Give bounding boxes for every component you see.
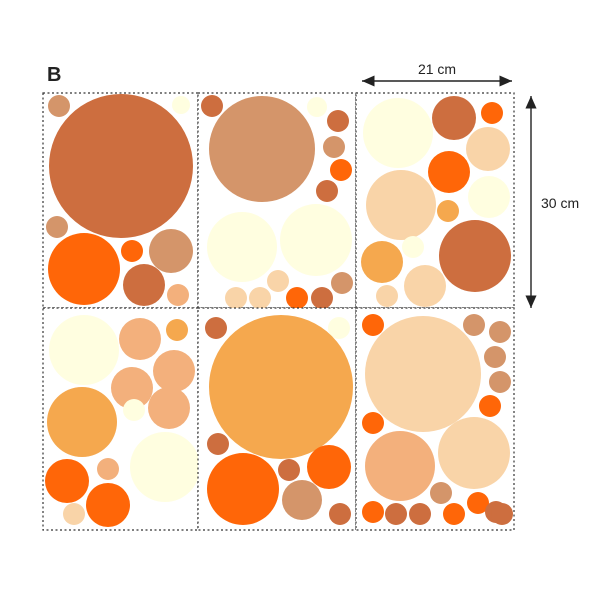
polka-dot-amber: [361, 241, 403, 283]
polka-dot-orange: [286, 287, 308, 309]
polka-dot-salmon: [111, 367, 153, 409]
sticker-sheet-bottom-middle: [197, 307, 357, 531]
polka-dot-amber: [437, 200, 459, 222]
polka-dot-salmon: [119, 318, 161, 360]
polka-dot-orange: [467, 492, 489, 514]
polka-dot-cream: [130, 432, 200, 502]
polka-dot-peach: [249, 287, 271, 309]
polka-dot-salmon: [365, 431, 435, 501]
polka-dot-orange: [362, 314, 384, 336]
polka-dot-orange: [428, 151, 470, 193]
polka-dot-rust: [439, 220, 511, 292]
polka-dot-tan: [48, 95, 70, 117]
polka-dot-rust: [385, 503, 407, 525]
polka-dot-tan: [489, 321, 511, 343]
polka-dot-peach: [466, 127, 510, 171]
polka-dot-rust: [327, 110, 349, 132]
width-dimension-label: 21 cm: [418, 61, 456, 77]
polka-dot-orange: [481, 102, 503, 124]
polka-dot-orange: [86, 483, 130, 527]
polka-dot-amber: [209, 315, 353, 459]
polka-dot-orange: [362, 412, 384, 434]
polka-dot-rust: [329, 503, 351, 525]
polka-dot-peach: [404, 265, 446, 307]
polka-dot-cream: [468, 176, 510, 218]
polka-dot-cream: [49, 315, 119, 385]
panel-label: B: [47, 64, 61, 86]
polka-dot-peach: [376, 285, 398, 307]
sticker-sheet-top-left: [42, 92, 199, 309]
polka-dot-cream: [307, 97, 327, 117]
polka-dot-peach: [366, 170, 436, 240]
polka-dot-rust: [207, 433, 229, 455]
polka-dot-rust: [49, 94, 193, 238]
polka-dot-salmon: [148, 387, 190, 429]
polka-dot-tan: [282, 480, 322, 520]
polka-dot-tan: [46, 216, 68, 238]
polka-dot-rust: [432, 96, 476, 140]
polka-dot-orange: [45, 459, 89, 503]
sticker-sheet-top-right: [355, 92, 515, 309]
polka-dot-tan: [331, 272, 353, 294]
polka-dot-cream: [328, 317, 350, 339]
polka-dot-peach: [365, 316, 481, 432]
polka-dot-cream: [172, 96, 190, 114]
polka-dot-salmon: [167, 284, 189, 306]
polka-dot-tan: [463, 314, 485, 336]
polka-dot-rust: [205, 317, 227, 339]
polka-dot-peach: [225, 287, 247, 309]
polka-dot-orange: [479, 395, 501, 417]
polka-dot-rust: [316, 180, 338, 202]
polka-dot-rust: [491, 503, 513, 525]
polka-dot-peach: [438, 417, 510, 489]
polka-dot-tan: [484, 346, 506, 368]
polka-dot-amber: [166, 319, 188, 341]
polka-dot-rust: [201, 95, 223, 117]
polka-dot-orange: [443, 503, 465, 525]
polka-dot-tan: [430, 482, 452, 504]
polka-dot-orange: [330, 159, 352, 181]
polka-dot-rust: [123, 264, 165, 306]
polka-dot-orange: [121, 240, 143, 262]
polka-dot-cream: [402, 236, 424, 258]
polka-dot-tan: [149, 229, 193, 273]
polka-dot-rust: [409, 503, 431, 525]
polka-dot-rust: [311, 287, 333, 309]
polka-dot-peach: [63, 503, 85, 525]
sticker-sheet-bottom-right: [355, 307, 515, 531]
polka-dot-rust: [278, 459, 300, 481]
sticker-sheet-bottom-left: [42, 307, 200, 531]
polka-dot-salmon: [153, 350, 195, 392]
polka-dot-tan: [209, 96, 315, 202]
polka-dot-salmon: [97, 458, 119, 480]
polka-dot-cream: [123, 399, 145, 421]
polka-dot-orange: [48, 233, 120, 305]
polka-dot-cream: [363, 98, 433, 168]
polka-dot-cream: [207, 212, 277, 282]
polka-dot-amber: [47, 387, 117, 457]
polka-dot-tan: [323, 136, 345, 158]
polka-dot-cream: [280, 204, 352, 276]
polka-dot-tan: [489, 371, 511, 393]
sticker-sheet-top-middle: [197, 92, 357, 309]
polka-dot-peach: [267, 270, 289, 292]
polka-dot-orange: [207, 453, 279, 525]
height-dimension-label: 30 cm: [541, 195, 579, 211]
polka-dot-orange: [362, 501, 384, 523]
polka-dot-orange: [307, 445, 351, 489]
